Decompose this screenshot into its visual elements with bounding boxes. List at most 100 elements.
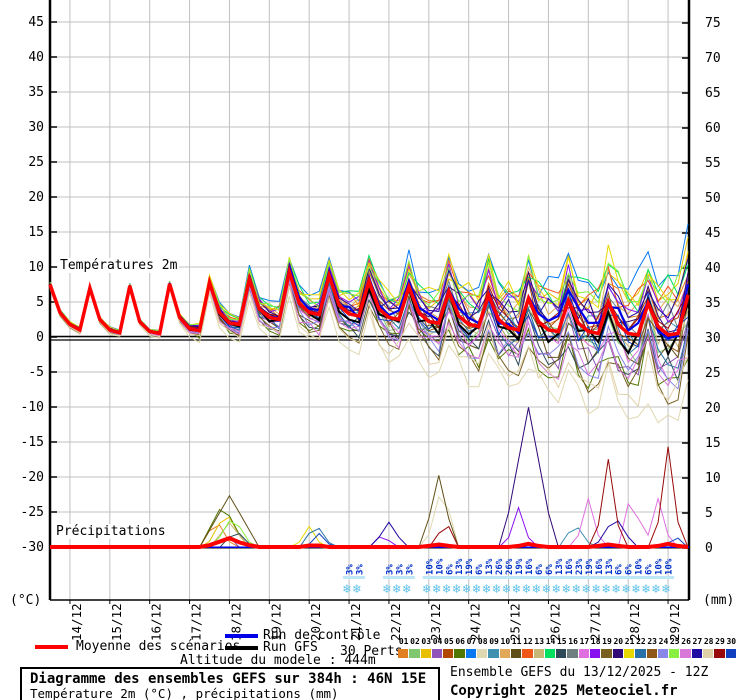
- left-axis-tick-label: -20: [21, 470, 44, 485]
- left-axis-tick-label: 30: [28, 120, 44, 135]
- snow-risk-percent: 26%: [505, 558, 515, 575]
- snowflake-icon: ❄: [402, 582, 411, 597]
- pert-color-swatch: [431, 649, 443, 658]
- pert-number: 28: [703, 637, 714, 646]
- gfs-run-swatch: [225, 646, 258, 650]
- snow-risk-percent: 13%: [605, 558, 615, 575]
- pert-number: 15: [556, 637, 567, 646]
- right-axis-unit: (mm): [703, 593, 734, 608]
- left-axis-tick-label: -30: [21, 540, 44, 555]
- snowflake-icon: ❄: [561, 582, 570, 597]
- pert-color-swatch: [680, 649, 691, 658]
- pert-number: 29: [715, 637, 725, 646]
- right-axis-tick-label: 55: [705, 156, 721, 171]
- control-run-label: Run de contrôle: [263, 628, 381, 643]
- pert-number: 01: [398, 637, 409, 646]
- right-axis-tick-label: 45: [705, 226, 721, 241]
- chart-subtitle: Température 2m (°C) , précipitations (mm…: [30, 686, 339, 700]
- snow-risk-percent: 26%: [495, 558, 505, 575]
- temp-member-line: [49, 287, 689, 424]
- date-label: 29/12: [667, 603, 682, 641]
- snow-risk-percent: 3%: [356, 564, 366, 575]
- date-label: 17/12: [189, 603, 204, 641]
- pert-color-swatch: [567, 649, 578, 658]
- snowflake-icon: ❄: [482, 582, 491, 597]
- chart-info-box: Diagramme des ensembles GEFS sur 384h : …: [20, 667, 440, 700]
- temp-member-line: [49, 255, 689, 332]
- pert-color-swatch: [556, 649, 567, 658]
- pert-number: 07: [466, 637, 477, 646]
- pert-color-swatch: [477, 649, 488, 658]
- pert-color-swatch: [725, 649, 736, 658]
- snow-risk-percent: 10%: [655, 558, 665, 575]
- snow-risk-percent: 16%: [565, 558, 575, 575]
- snow-risk-percent: 3%: [346, 564, 356, 575]
- snowflake-icon: ❄: [531, 582, 540, 597]
- right-axis-tick-label: 25: [705, 366, 721, 381]
- pert-color-swatch: [691, 649, 703, 658]
- snow-risk-percent: 10%: [425, 558, 435, 575]
- date-label: 26/12: [547, 603, 562, 641]
- snow-risk-percent: 3%: [395, 564, 405, 575]
- pert-color-swatch: [533, 649, 544, 658]
- pert-number: 13: [534, 637, 545, 646]
- perts-count-label: 30 Perts.: [340, 644, 411, 659]
- pert-number: 16: [568, 637, 578, 646]
- snowflake-icon: ❄: [492, 582, 501, 597]
- left-axis-tick-label: -10: [21, 400, 44, 415]
- pert-color-swatch: [601, 649, 612, 658]
- left-axis-unit: (°C): [10, 593, 41, 608]
- mean-label: Moyenne des scénarios: [76, 639, 241, 654]
- right-axis-tick-label: 30: [705, 331, 721, 346]
- date-label: 15/12: [109, 603, 124, 641]
- left-axis-tick-label: -25: [21, 505, 44, 520]
- snowflake-icon: ❄: [442, 582, 451, 597]
- left-axis-tick-label: 25: [28, 155, 44, 170]
- snowflake-icon: ❄: [342, 582, 351, 597]
- right-axis-tick-label: 20: [705, 401, 721, 416]
- snowflake-icon: ❄: [422, 582, 431, 597]
- pert-number: 23: [647, 637, 657, 646]
- snow-risk-percent: 13%: [485, 558, 495, 575]
- snowflake-icon: ❄: [641, 582, 650, 597]
- temp-member-line: [49, 285, 689, 408]
- pert-number: 06: [455, 637, 465, 646]
- snow-band: [343, 576, 366, 579]
- pert-number: 18: [590, 637, 601, 646]
- date-label: 24/12: [468, 603, 483, 641]
- pert-color-swatch: [499, 649, 510, 658]
- snowflake-icon: ❄: [601, 582, 610, 597]
- run-info-label: Ensemble GEFS du 13/12/2025 - 12Z: [450, 665, 709, 680]
- snowflake-icon: ❄: [472, 582, 481, 597]
- snowflake-icon: ❄: [541, 582, 550, 597]
- left-axis-tick-label: 5: [36, 295, 44, 310]
- snowflake-icon: ❄: [551, 582, 560, 597]
- snow-risk-percent: 6%: [475, 564, 485, 575]
- date-label: 28/12: [627, 603, 642, 641]
- snow-risk-percent: 6%: [615, 564, 625, 575]
- pert-color-swatch: [488, 649, 499, 658]
- date-label: 14/12: [69, 603, 84, 641]
- snowflake-icon: ❄: [581, 582, 590, 597]
- model-altitude-label: Altitude du modele : 444m: [180, 653, 376, 668]
- pert-color-swatch: [703, 649, 714, 658]
- snow-risk-percent: 10%: [665, 558, 675, 575]
- chart-title: Diagramme des ensembles GEFS sur 384h : …: [30, 671, 427, 687]
- precipitation-section-label: Précipitations: [54, 524, 168, 539]
- date-label: 18/12: [228, 603, 243, 641]
- pert-color-swatch: [465, 649, 477, 658]
- snow-band: [382, 576, 415, 579]
- snow-risk-percent: 6%: [645, 564, 655, 575]
- pert-number: 30: [726, 637, 737, 646]
- pert-number: 11: [511, 637, 522, 646]
- pert-color-swatch: [522, 649, 533, 658]
- snowflake-icon: ❄: [661, 582, 670, 597]
- pert-color-swatch: [510, 649, 522, 658]
- snow-risk-percent: 19%: [465, 558, 475, 575]
- snow-risk-percent: 6%: [545, 564, 555, 575]
- snowflake-icon: ❄: [382, 582, 391, 597]
- right-axis-tick-label: 60: [705, 121, 721, 136]
- left-axis-tick-label: 10: [28, 260, 44, 275]
- pert-number: 25: [669, 637, 680, 646]
- left-axis-tick-label: 0: [36, 330, 44, 345]
